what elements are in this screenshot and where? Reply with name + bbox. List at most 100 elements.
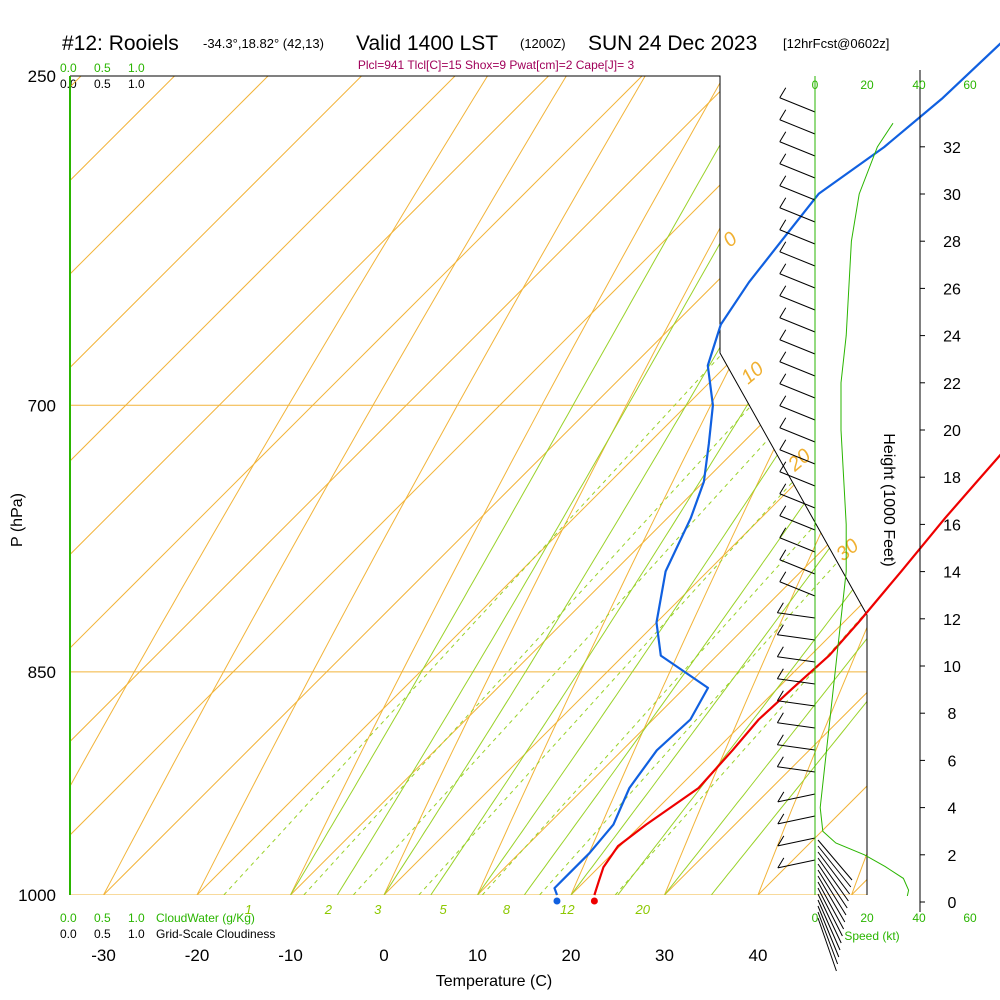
wind-barb-feather bbox=[779, 549, 787, 561]
valid-time: Valid 1400 LST bbox=[356, 32, 498, 55]
mixing-ratio-line bbox=[223, 76, 867, 895]
speed-top-0: 0 bbox=[812, 78, 819, 92]
pressure-ticks: 2503004005007008501000 bbox=[18, 67, 56, 905]
temperature-tick: 20 bbox=[562, 946, 581, 965]
pressure-tick: 1000 bbox=[18, 886, 56, 905]
isotherm-line bbox=[570, 76, 867, 895]
speed-top-20: 20 bbox=[860, 78, 874, 92]
wind-barb-surface bbox=[817, 887, 843, 937]
wind-barb-surface bbox=[817, 869, 847, 916]
station-coords: -34.3°,18.82° (42,13) bbox=[203, 36, 324, 51]
wind-barb bbox=[779, 515, 816, 531]
wind-barb-feather bbox=[777, 791, 785, 803]
isotherm-line bbox=[196, 76, 867, 895]
wind-barb-surface bbox=[817, 875, 846, 923]
wind-barb-feather bbox=[779, 241, 787, 253]
wind-barb-feather bbox=[779, 505, 787, 517]
wind-barb-surface bbox=[817, 899, 841, 951]
height-axis-title: Height (1000 Feet) bbox=[880, 433, 897, 566]
wind-barb bbox=[779, 427, 816, 443]
wind-speed-profile bbox=[819, 122, 910, 896]
mixing-ratio-label: 5 bbox=[440, 902, 448, 917]
speed-bottom-40: 40 bbox=[912, 911, 926, 925]
speed-top-40: 40 bbox=[912, 78, 926, 92]
wind-barb bbox=[779, 537, 816, 553]
pressure-tick: 850 bbox=[28, 663, 56, 682]
moist-adiabat-line bbox=[477, 76, 867, 895]
dry-adiabat-line bbox=[70, 76, 867, 895]
cloud-top-black-0: 0.0 bbox=[60, 77, 77, 91]
dewpoint-line bbox=[553, 42, 1000, 896]
height-tick: 20 bbox=[943, 423, 961, 440]
wind-barb-feather bbox=[779, 263, 787, 275]
wind-barb-feather bbox=[776, 756, 784, 767]
isotherm-line bbox=[290, 76, 867, 895]
wind-barb bbox=[779, 383, 816, 399]
dry-adiabat-lines bbox=[70, 76, 867, 895]
height-tick: 2 bbox=[948, 848, 957, 865]
wind-barb-feather bbox=[779, 175, 787, 187]
wind-barb bbox=[777, 634, 816, 641]
temperature-tick: 40 bbox=[749, 946, 768, 965]
pressure-tick: 250 bbox=[28, 67, 56, 86]
moist-adiabat-line bbox=[664, 76, 867, 895]
wind-barb-surface bbox=[817, 857, 849, 902]
moist-adiabat-line bbox=[383, 76, 867, 895]
dry-adiabat-line bbox=[70, 76, 867, 895]
moist-adiabat-line bbox=[336, 76, 867, 895]
mixing-ratio-line bbox=[418, 76, 867, 895]
wind-barb bbox=[777, 815, 816, 825]
wind-barb bbox=[779, 493, 816, 509]
speed-top-60: 60 bbox=[963, 78, 977, 92]
temperature-tick: -10 bbox=[278, 946, 303, 965]
pressure-tick: 700 bbox=[28, 396, 56, 415]
wind-barb-surface bbox=[817, 905, 840, 958]
wind-barb bbox=[779, 141, 816, 157]
wind-barb-feather bbox=[776, 668, 784, 679]
wind-barb-feather bbox=[779, 109, 787, 121]
isotherm-line bbox=[757, 76, 867, 895]
wind-barb bbox=[779, 405, 816, 421]
height-tick: 6 bbox=[948, 753, 957, 770]
cloud-bottom-green-0: 0.0 bbox=[60, 911, 77, 925]
mixing-ratio-label: 3 bbox=[374, 902, 382, 917]
wind-barb-surface bbox=[817, 851, 850, 895]
wind-barb bbox=[779, 361, 816, 377]
wind-barb-feather bbox=[779, 153, 787, 165]
wind-barb-feather bbox=[776, 712, 784, 723]
wind-barb bbox=[777, 766, 816, 773]
isotherm-line bbox=[70, 76, 867, 895]
wind-barb-feather bbox=[776, 624, 784, 635]
dry-adiabat-line bbox=[636, 76, 867, 895]
cloud-top-green-1: 0.5 bbox=[94, 61, 111, 75]
sounding-profiles bbox=[553, 42, 1000, 905]
wind-barb bbox=[777, 859, 816, 869]
height-tick: 18 bbox=[943, 470, 961, 487]
wind-barb bbox=[779, 559, 816, 575]
wind-barb bbox=[779, 207, 816, 223]
wind-barb bbox=[779, 229, 816, 245]
speed-axis-label: Speed (kt) bbox=[844, 929, 899, 943]
isotherm-line bbox=[70, 76, 867, 895]
height-tick: 8 bbox=[948, 706, 957, 723]
moist-adiabat-line bbox=[523, 76, 867, 895]
wind-barb-feather bbox=[779, 351, 787, 363]
wind-barb-feather bbox=[779, 87, 787, 99]
dry-adiabat-label: 10 bbox=[737, 358, 768, 389]
mixing-ratio-line bbox=[352, 76, 867, 895]
wind-barb bbox=[779, 339, 816, 355]
temperature-line bbox=[593, 453, 1000, 896]
mixing-ratio-line bbox=[481, 76, 867, 895]
wind-barb bbox=[777, 612, 816, 619]
isotherm-line bbox=[70, 76, 867, 895]
temperature-tick: -20 bbox=[185, 946, 210, 965]
wind-barb-feather bbox=[777, 857, 785, 869]
mixing-ratio-label: 20 bbox=[635, 902, 651, 917]
isotherm-line bbox=[851, 76, 867, 895]
dry-adiabat-label: 20 bbox=[783, 445, 815, 477]
wind-barb-feather bbox=[776, 602, 784, 613]
wind-barb-surface bbox=[817, 911, 839, 965]
wind-barb-feather bbox=[779, 329, 787, 341]
cloud-top-black-2: 1.0 bbox=[128, 77, 145, 91]
